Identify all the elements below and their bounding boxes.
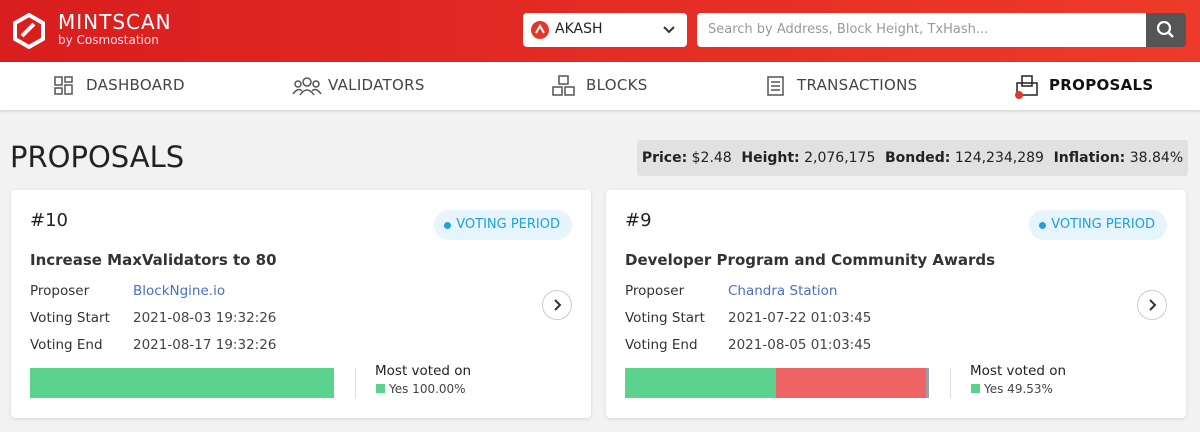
stat-label: Price:	[641, 150, 688, 166]
proposal-title: Increase MaxValidators to 80	[30, 251, 277, 269]
header: MINTSCAN by Cosmostation AKASH Search by…	[0, 0, 1200, 62]
field-value: 2021-08-05 01:03:45	[728, 337, 872, 353]
stat-label: Inflation:	[1053, 150, 1126, 166]
chain-select[interactable]: AKASH	[523, 13, 687, 47]
page-title: PROPOSALS	[10, 140, 185, 174]
brand: MINTSCAN	[58, 10, 172, 34]
stat-label: Bonded:	[885, 150, 951, 166]
vote-segment	[625, 368, 776, 398]
search-placeholder: Search by Address, Block Height, TxHash.…	[708, 22, 989, 37]
search-input[interactable]: Search by Address, Block Height, TxHash.…	[697, 13, 1146, 47]
field-label: Voting Start	[625, 310, 705, 326]
most-voted-label: Most voted on	[375, 363, 472, 379]
status-badge: VOTING PERIOD	[1029, 210, 1167, 240]
next-button[interactable]	[1137, 290, 1167, 320]
vote-segment	[775, 368, 927, 398]
stat: Bonded: 124,234,289	[885, 150, 1044, 166]
nav-icon	[292, 77, 322, 96]
proposal-id: #10	[30, 210, 68, 231]
most-voted-label: Most voted on	[970, 363, 1067, 379]
chain-name: AKASH	[555, 21, 603, 37]
nav-icon	[54, 76, 73, 95]
status-badge: VOTING PERIOD	[434, 210, 572, 240]
stat-value: $2.48	[691, 150, 732, 166]
most-voted: Yes 49.53%	[984, 382, 1053, 396]
stat: Inflation: 38.84%	[1054, 150, 1184, 166]
stats-bar: Price: $2.48 Height: 2,076,175 Bonded: 124…	[637, 140, 1188, 176]
stat-value: 124,234,289	[954, 150, 1044, 166]
field-label: Voting End	[30, 337, 103, 353]
next-button[interactable]	[542, 290, 572, 320]
nav-icon-active	[1015, 75, 1038, 99]
legend-swatch	[971, 384, 980, 393]
nav-item[interactable]: PROPOSALS	[1049, 76, 1154, 94]
field-label: Voting End	[625, 337, 698, 353]
vote-segment	[30, 368, 334, 398]
stat: Height: 2,076,175	[741, 150, 875, 166]
field-value: Chandra Station	[728, 283, 838, 299]
proposal-card[interactable]: #9 VOTING PERIOD Developer Program and Com…	[606, 190, 1186, 418]
proposal-card[interactable]: #10 VOTING PERIOD Increase MaxValidators t…	[11, 190, 591, 418]
nav-item[interactable]: DASHBOARD	[86, 76, 185, 94]
stat-label: Height:	[741, 150, 800, 166]
field-value: 2021-07-22 01:03:45	[728, 310, 872, 326]
field-label: Proposer	[30, 283, 90, 299]
vote-bar	[30, 368, 334, 398]
proposal-id: #9	[625, 210, 652, 231]
proposal-title: Developer Program and Community Awards	[625, 251, 996, 269]
most-voted: Yes 100.00%	[389, 382, 466, 396]
divider	[950, 368, 951, 398]
vote-bar	[625, 368, 929, 398]
field-label: Voting Start	[30, 310, 110, 326]
nav-item[interactable]: TRANSACTIONS	[797, 76, 918, 94]
field-value: BlockNgine.io	[133, 283, 226, 299]
divider	[355, 368, 356, 398]
field-value: 2021-08-03 19:32:26	[133, 310, 277, 326]
nav-icon	[767, 76, 784, 96]
field-label: Proposer	[625, 283, 685, 299]
stat: Price: $2.48	[642, 150, 732, 166]
search-button[interactable]	[1146, 13, 1186, 47]
brand-sub: by Cosmostation	[58, 33, 159, 47]
nav-icon	[552, 75, 575, 96]
nav-item[interactable]: BLOCKS	[586, 76, 648, 94]
nav-item[interactable]: VALIDATORS	[328, 76, 425, 94]
stat-value: 2,076,175	[804, 150, 876, 166]
stat-value: 38.84%	[1129, 150, 1184, 166]
field-value: 2021-08-17 19:32:26	[133, 337, 277, 353]
nav-bar	[0, 62, 1200, 110]
logo	[13, 12, 45, 50]
vote-segment	[926, 368, 929, 398]
legend-swatch	[376, 384, 385, 393]
